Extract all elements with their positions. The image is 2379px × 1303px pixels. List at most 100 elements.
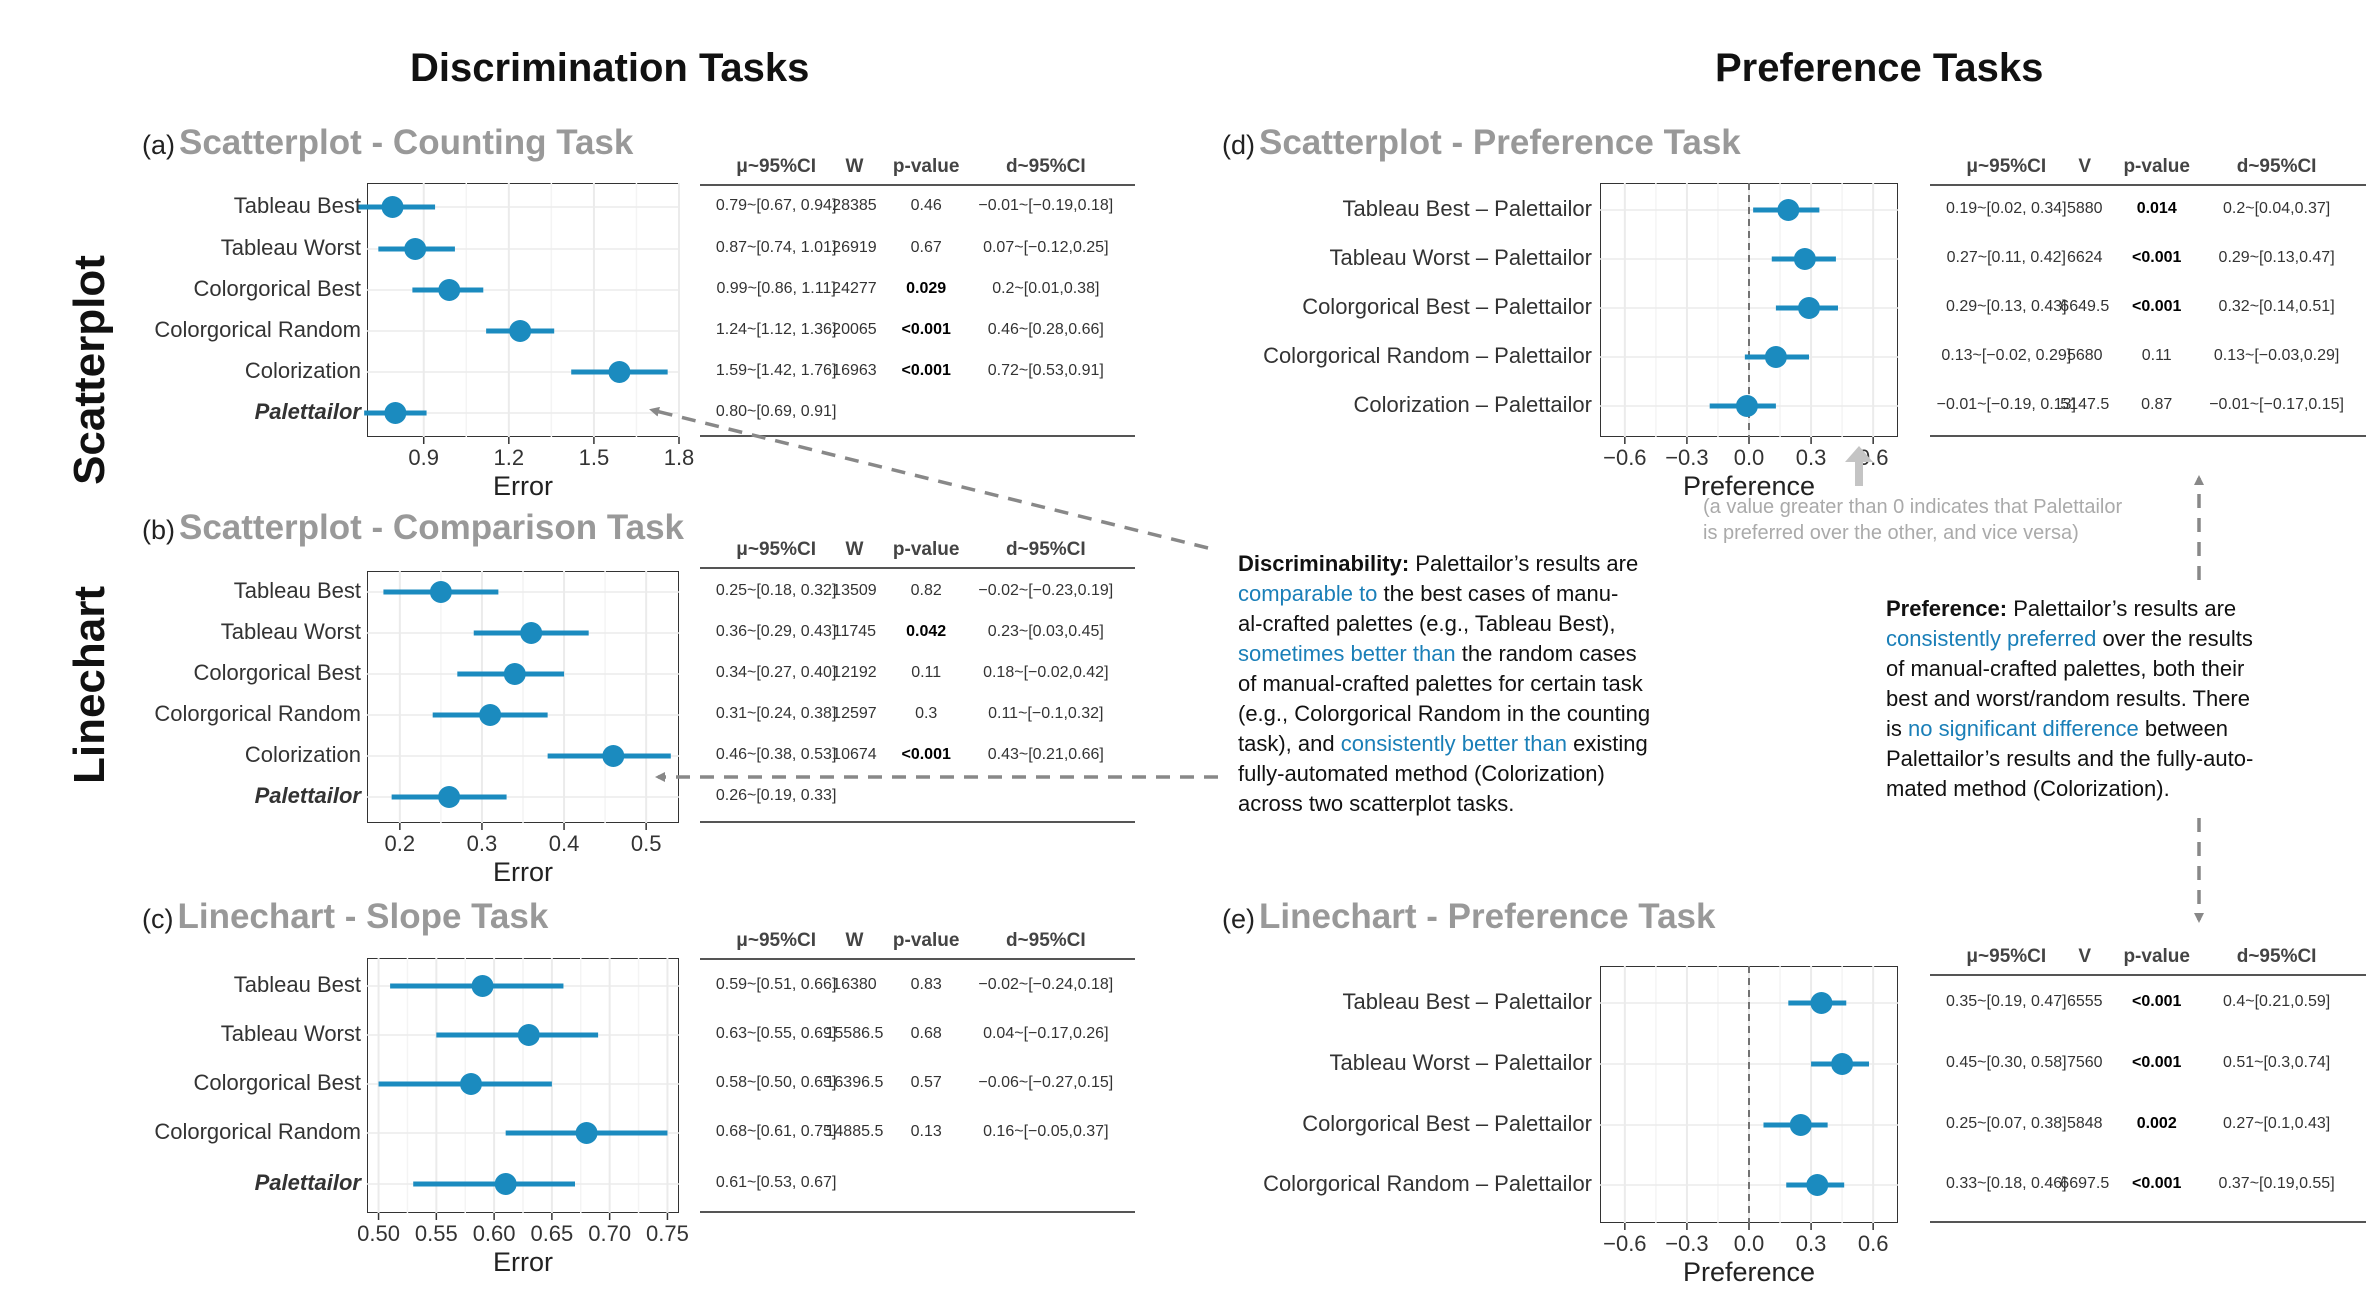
- x-tick-label: 0.3: [1795, 445, 1827, 470]
- table-cell: 0.36~[0.29, 0.43]: [715, 623, 837, 640]
- pref-line1: Palettailor’s results are: [2007, 596, 2237, 621]
- x-tick-label: 0.0: [1733, 445, 1765, 470]
- table-cell: 6624: [2066, 249, 2103, 266]
- panel-a-title: (a) Scatterplot - Counting Task: [142, 123, 633, 163]
- x-tick-label: 0.3: [466, 831, 498, 856]
- x-tick-label: 0.55: [414, 1221, 458, 1246]
- table-header: d~95%CI: [1005, 539, 1086, 560]
- table-top-rule: [700, 184, 1135, 186]
- category-label: Tableau Best: [233, 972, 361, 997]
- discrim-line3: al-crafted palettes (e.g., Tableau Best)…: [1238, 611, 1616, 636]
- category-label: Tableau Best – Palettailor: [1342, 989, 1593, 1014]
- table-cell: 5848: [2066, 1115, 2103, 1132]
- table-cell: 6697.5: [2060, 1175, 2110, 1192]
- mean-point: [575, 1122, 598, 1144]
- table-bottom-rule: [700, 435, 1135, 437]
- table-cell: 0.79~[0.67, 0.94]: [715, 197, 837, 214]
- category-label: Colorgorical Best – Palettailor: [1302, 294, 1592, 319]
- table-cell: 0.63~[0.55, 0.69]: [715, 1025, 837, 1042]
- discrim-line8: fully-automated method (Colorization): [1238, 761, 1605, 786]
- category-label: Palettailor: [254, 783, 361, 808]
- preference-annotation: Preference: Palettailor’s results are co…: [1886, 594, 2316, 804]
- table-cell: −0.01~[−0.19,0.18]: [978, 197, 1114, 214]
- table-cell: 0.042: [906, 623, 947, 640]
- table-cell: <0.001: [2132, 993, 2182, 1010]
- table-cell: 0.27~[0.11, 0.42]: [1946, 249, 2066, 266]
- table-header: d~95%CI: [1005, 930, 1086, 951]
- table-cell: 12597: [832, 705, 877, 722]
- mean-point: [608, 361, 631, 383]
- x-tick-label: 0.9: [408, 445, 440, 470]
- table-cell: 0.35~[0.19, 0.47]: [1946, 993, 2067, 1010]
- table-header: W: [845, 156, 864, 177]
- table-cell: 7560: [2066, 1054, 2103, 1071]
- plot-frame: [367, 183, 679, 437]
- table-top-rule: [700, 567, 1135, 569]
- table-cell: 0.3: [915, 705, 938, 722]
- panel-d-letter: (d): [1222, 130, 1255, 160]
- table-header: W: [845, 539, 864, 560]
- preference-note-line2: is preferred over the other, and vice ve…: [1703, 522, 2079, 544]
- table-cell: 0.25~[0.18, 0.32]: [715, 582, 837, 599]
- table-cell: −0.02~[−0.23,0.19]: [978, 582, 1114, 599]
- table-top-rule: [1930, 184, 2366, 186]
- table-cell: 0.11~[−0.1,0.32]: [988, 705, 1104, 722]
- panel-b-letter: (b): [142, 515, 175, 545]
- table-cell: 0.13~[−0.02, 0.29]: [1941, 347, 2072, 364]
- table-cell: 0.83: [910, 976, 942, 993]
- plot-svg: [1600, 966, 1898, 1230]
- table-cell: 0.37~[0.19,0.55]: [2218, 1175, 2335, 1192]
- category-label: Colorgorical Random: [154, 317, 361, 342]
- mean-point: [1798, 297, 1821, 319]
- mean-point: [460, 1073, 482, 1095]
- x-tick-label: −0.6: [1603, 1231, 1647, 1256]
- table-cell: <0.001: [901, 362, 951, 379]
- table-header: d~95%CI: [2236, 946, 2317, 967]
- panel-b-title-text: Scatterplot - Comparison Task: [179, 508, 685, 547]
- category-label: Tableau Worst: [220, 619, 361, 644]
- mean-point: [1735, 395, 1758, 417]
- mean-point: [602, 745, 625, 767]
- table-cell: 0.43~[0.21,0.66]: [987, 746, 1104, 763]
- category-label: Tableau Worst: [220, 235, 361, 260]
- table-cell: 0.27~[0.1,0.43]: [2223, 1115, 2331, 1132]
- table-bottom-rule: [700, 1211, 1135, 1213]
- table-cell: 11745: [832, 623, 877, 640]
- pref-line7: mated method (Colorization).: [1886, 776, 2170, 801]
- table-header: μ~95%CI: [1966, 156, 2047, 177]
- table-cell: 0.46~[0.38, 0.53]: [715, 746, 837, 763]
- table-cell: 0.18~[−0.02,0.42]: [983, 664, 1109, 681]
- table-cell: 0.80~[0.69, 0.91]: [715, 403, 837, 420]
- category-label: Colorgorical Random: [154, 701, 361, 726]
- discrim-line4: the random cases: [1455, 641, 1637, 666]
- category-label: Palettailor: [254, 399, 361, 424]
- table-cell: 16380: [832, 976, 877, 993]
- x-tick-label: 0.6: [1857, 1231, 1889, 1256]
- table-cell: 0.34~[0.27, 0.40]: [715, 664, 837, 681]
- table-cell: 0.002: [2136, 1115, 2177, 1132]
- plot-svg: [358, 183, 680, 444]
- table-cell: 0.31~[0.24, 0.38]: [715, 705, 837, 722]
- plot-svg: [1600, 183, 1898, 444]
- discrim-heading: Discriminability:: [1238, 551, 1410, 576]
- discrim-line2: the best cases of manu-: [1377, 581, 1619, 606]
- plot-svg: [367, 958, 679, 1220]
- category-label: Colorgorical Random – Palettailor: [1263, 1171, 1592, 1196]
- table-header: μ~95%CI: [736, 156, 816, 177]
- discrim-highlight-sometimes: sometimes better than: [1238, 641, 1456, 666]
- table-cell: 0.45~[0.30, 0.58]: [1946, 1054, 2067, 1071]
- table-header: d~95%CI: [1005, 156, 1086, 177]
- x-tick-label: 1.5: [578, 445, 610, 470]
- table-cell: 1.24~[1.12, 1.36]: [715, 321, 837, 338]
- table-header: W: [845, 930, 864, 951]
- table-header: V: [2078, 946, 2092, 967]
- table-cell: 0.29~[0.13, 0.43]: [1946, 298, 2067, 315]
- table-cell: −0.06~[−0.27,0.15]: [978, 1074, 1114, 1091]
- mean-point: [1831, 1053, 1854, 1075]
- category-label: Tableau Best: [233, 578, 361, 603]
- category-label: Colorgorical Best: [193, 276, 361, 301]
- x-tick-label: 0.60: [472, 1221, 516, 1246]
- pref-line5c: between: [2138, 716, 2229, 741]
- panel-c-title-text: Linechart - Slope Task: [177, 897, 549, 936]
- discriminability-annotation: Discriminability: Palettailor’s results …: [1238, 549, 1718, 819]
